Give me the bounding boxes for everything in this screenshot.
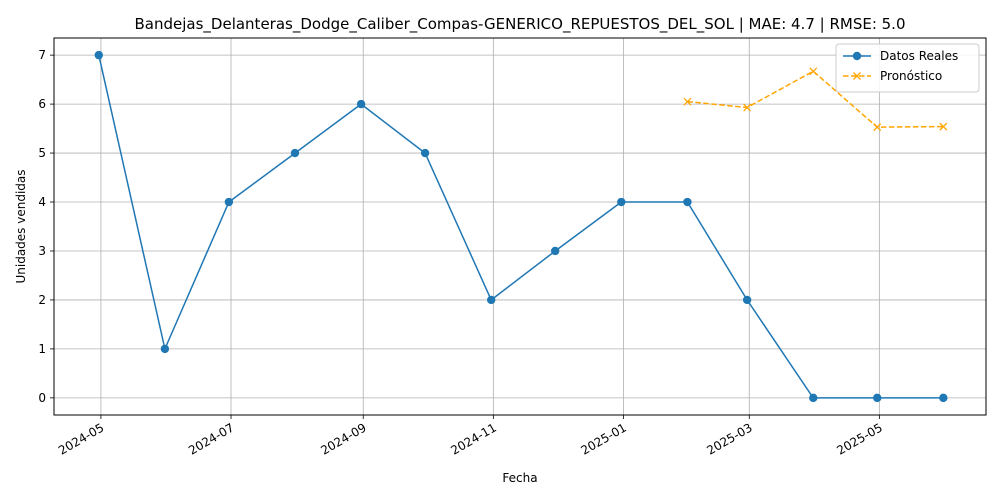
- x-tick-label: 2024-11: [448, 420, 498, 457]
- y-tick-label: 7: [38, 48, 46, 62]
- data-point: [550, 246, 560, 256]
- data-point: [356, 99, 366, 109]
- y-tick-label: 6: [38, 97, 46, 111]
- y-tick-label: 5: [38, 146, 46, 160]
- x-tick-label: 2025-01: [579, 420, 629, 457]
- series-actual: [94, 50, 948, 403]
- x-tick-label: 2025-05: [834, 420, 884, 457]
- data-point: [742, 295, 752, 305]
- x-tick-label: 2025-03: [704, 420, 754, 457]
- data-point: [160, 344, 170, 354]
- y-tick-label: 0: [38, 391, 46, 405]
- data-point: [873, 393, 882, 403]
- legend-label: Pronóstico: [880, 69, 942, 83]
- legend-marker: [852, 51, 862, 61]
- data-point: [683, 197, 692, 207]
- y-tick-label: 2: [38, 293, 46, 307]
- data-point: [809, 393, 818, 403]
- data-point: [487, 295, 496, 305]
- legend-entry: Pronóstico: [843, 69, 942, 83]
- data-point: [683, 97, 692, 106]
- legend-box: [835, 43, 980, 93]
- grid: [54, 38, 986, 415]
- y-tick-label: 4: [38, 195, 46, 209]
- legend-marker: [853, 72, 861, 80]
- data-point: [939, 122, 948, 131]
- series-layer: [94, 50, 948, 403]
- legend: Datos Reales Pronóstico: [835, 43, 980, 93]
- data-point: [939, 393, 948, 403]
- data-point: [420, 148, 430, 158]
- chart-title: Bandejas_Delanteras_Dodge_Caliber_Compas…: [135, 15, 906, 34]
- data-point: [809, 67, 818, 76]
- series-line: [98, 54, 944, 399]
- y-axis: 0 1 2 3 4 5 6 7: [38, 48, 54, 405]
- data-point: [873, 123, 882, 132]
- data-point: [743, 103, 752, 112]
- x-tick-label: 2024-07: [186, 420, 236, 457]
- plot-frame: [53, 37, 987, 416]
- x-axis: 2024-05 2024-07 2024-09 2024-11 2025-01 2025-…: [56, 415, 885, 458]
- data-point: [224, 197, 234, 207]
- data-point: [617, 197, 626, 207]
- legend-entry: Datos Reales: [843, 49, 958, 63]
- x-tick-label: 2024-09: [318, 420, 368, 457]
- y-axis-title: Unidades vendidas: [14, 169, 28, 283]
- legend-label: Datos Reales: [880, 49, 958, 63]
- series-line: [687, 70, 944, 128]
- series-forecast: [683, 67, 948, 132]
- x-axis-title: Fecha: [502, 471, 537, 485]
- y-tick-label: 3: [38, 244, 46, 258]
- y-tick-label: 1: [38, 342, 46, 356]
- x-tick-label: 2024-05: [56, 420, 106, 457]
- data-point: [290, 148, 300, 158]
- data-point: [94, 50, 103, 60]
